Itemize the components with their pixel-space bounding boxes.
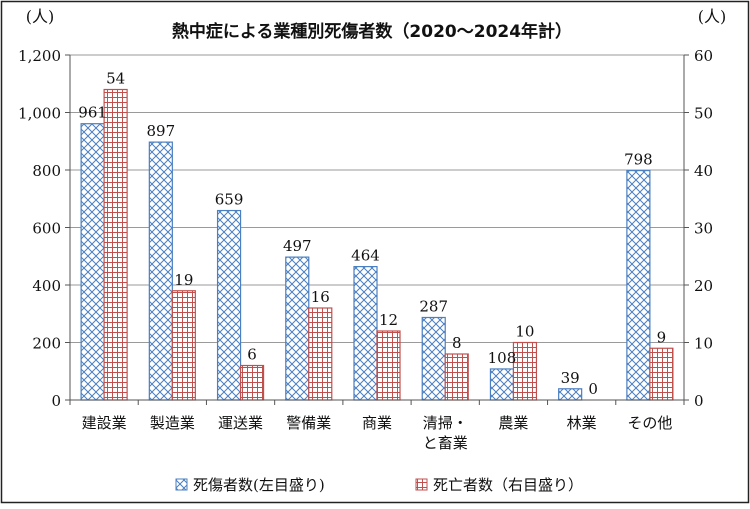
data-label-deaths: 6 [247, 346, 257, 364]
data-label-deaths: 19 [174, 271, 193, 289]
data-label-casualties: 108 [488, 349, 517, 367]
data-label-casualties: 464 [351, 247, 380, 265]
right-tick-label: 30 [694, 220, 713, 238]
data-label-casualties: 497 [283, 237, 312, 255]
right-axis-unit: (人) [698, 7, 727, 26]
data-label-casualties: 287 [419, 297, 448, 315]
bar-deaths [103, 88, 128, 401]
right-tick-label: 50 [694, 105, 713, 123]
category-label: 清掃・ [423, 414, 468, 432]
bar-casualties [148, 141, 173, 401]
data-label-deaths: 54 [106, 70, 125, 88]
bar-casualties [80, 123, 105, 401]
category-label: その他 [627, 414, 672, 432]
legend: 死傷者数(左目盛り) 死亡者数（右目盛り） [175, 476, 583, 494]
data-label-casualties: 897 [147, 122, 176, 140]
data-labels: 961 54 897 19 659 6 497 16 464 12 287 8 108 10 39 0 798 9 [78, 70, 666, 399]
right-tick-label: 10 [694, 335, 713, 353]
bar-deaths [171, 290, 196, 401]
data-label-casualties: 39 [561, 369, 580, 387]
bar-casualties [558, 388, 583, 401]
bar-casualties [285, 256, 310, 401]
bar-casualties [489, 368, 515, 401]
data-label-deaths: 9 [657, 328, 667, 346]
category-label: 運送業 [218, 414, 263, 432]
left-tick-label: 600 [32, 220, 61, 238]
category-label: 農業 [498, 414, 528, 432]
category-label: 警備業 [286, 414, 331, 432]
data-label-deaths: 12 [379, 311, 398, 329]
data-label-deaths: 8 [452, 334, 462, 352]
left-tick-label: 1,000 [18, 105, 61, 123]
bar-casualties [216, 209, 242, 401]
left-axis-ticks: 0 200 400 600 800 1,000 1,200 [18, 47, 61, 410]
category-label: 製造業 [150, 414, 195, 432]
category-label: 建設業 [82, 414, 127, 432]
bar-deaths [239, 364, 265, 401]
legend-label-casualties: 死傷者数(左目盛り) [193, 476, 325, 494]
left-tick-label: 200 [32, 335, 61, 353]
bar-deaths [308, 307, 333, 401]
chart-title: 熱中症による業種別死傷者数（2020～2024年計） [172, 21, 572, 42]
right-tick-label: 20 [694, 277, 713, 295]
axes [65, 54, 689, 405]
data-label-deaths: 16 [311, 288, 330, 306]
legend-swatch-deaths [415, 478, 428, 491]
legend-label-deaths: 死亡者数（右目盛り） [433, 476, 583, 494]
category-label: 林業 [567, 414, 597, 432]
bar-deaths [444, 353, 469, 401]
bar-deaths [376, 330, 401, 401]
right-tick-label: 0 [694, 392, 704, 410]
right-tick-label: 60 [694, 47, 713, 65]
bar-casualties [626, 169, 651, 401]
data-label-casualties: 961 [78, 104, 107, 122]
left-tick-label: 800 [32, 162, 61, 180]
right-tick-label: 40 [694, 162, 713, 180]
right-axis-ticks: 0 10 20 30 40 50 60 [694, 47, 713, 410]
category-label: と畜業 [423, 434, 468, 452]
bars [80, 88, 674, 401]
bar-deaths [512, 341, 538, 401]
left-tick-label: 400 [32, 277, 61, 295]
left-axis-unit: (人) [26, 7, 55, 26]
left-tick-label: 1,200 [18, 47, 61, 65]
left-tick-label: 0 [51, 392, 61, 410]
legend-swatch-casualties [175, 478, 188, 491]
bar-deaths [649, 347, 674, 401]
data-label-casualties: 798 [624, 151, 653, 169]
data-label-deaths: 10 [515, 323, 534, 341]
category-labels: 建設業 製造業 運送業 警備業 商業 清掃・と畜業 農業 林業 その他 [82, 414, 673, 452]
bar-casualties [421, 316, 446, 401]
data-label-deaths: 0 [588, 380, 598, 398]
bar-casualties [353, 266, 378, 401]
category-label: 商業 [362, 414, 392, 432]
data-label-casualties: 659 [215, 191, 244, 209]
